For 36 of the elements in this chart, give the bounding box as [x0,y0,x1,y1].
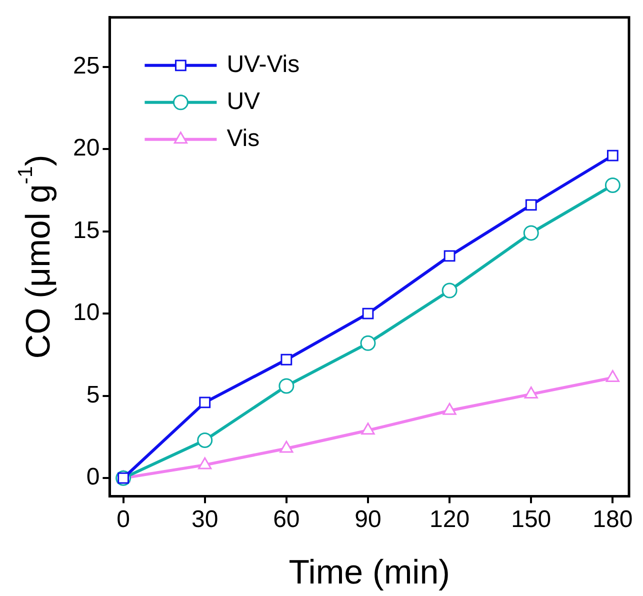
x-tick-label: 30 [192,506,218,534]
point [280,354,292,366]
x-tick-label: 0 [116,506,130,534]
y-tick-label: 5 [86,381,100,408]
x-tick-label: 90 [354,506,382,534]
legend-label: UV-Vis [226,51,300,78]
point [280,440,294,453]
x-axis-title: Time (min) [288,553,450,592]
x-tick-label: 60 [273,506,300,534]
point [197,432,213,448]
point [361,422,375,435]
point [360,335,376,351]
point [604,177,620,193]
legend-label: UV [226,88,260,116]
y-tick-label: 25 [72,52,100,80]
point [199,396,211,408]
y-axis-title: CO (μmol g-1) [15,154,58,359]
point [442,402,456,415]
x-tick-label: 180 [592,506,633,534]
legend-label: Vis [226,125,260,152]
point [525,199,537,211]
point [278,378,294,394]
x-tick-label: 150 [511,506,552,534]
x-tick-label: 120 [430,506,470,534]
y-tick-label: 10 [72,299,100,326]
point [198,457,212,470]
point [444,250,456,262]
point [442,282,458,298]
y-tick-label: 15 [72,216,100,244]
point [362,308,374,320]
y-tick-label: 0 [86,464,100,491]
point [606,370,620,382]
y-tick-label: 20 [72,134,100,162]
point [524,386,538,398]
point [606,150,618,162]
point [523,225,539,241]
